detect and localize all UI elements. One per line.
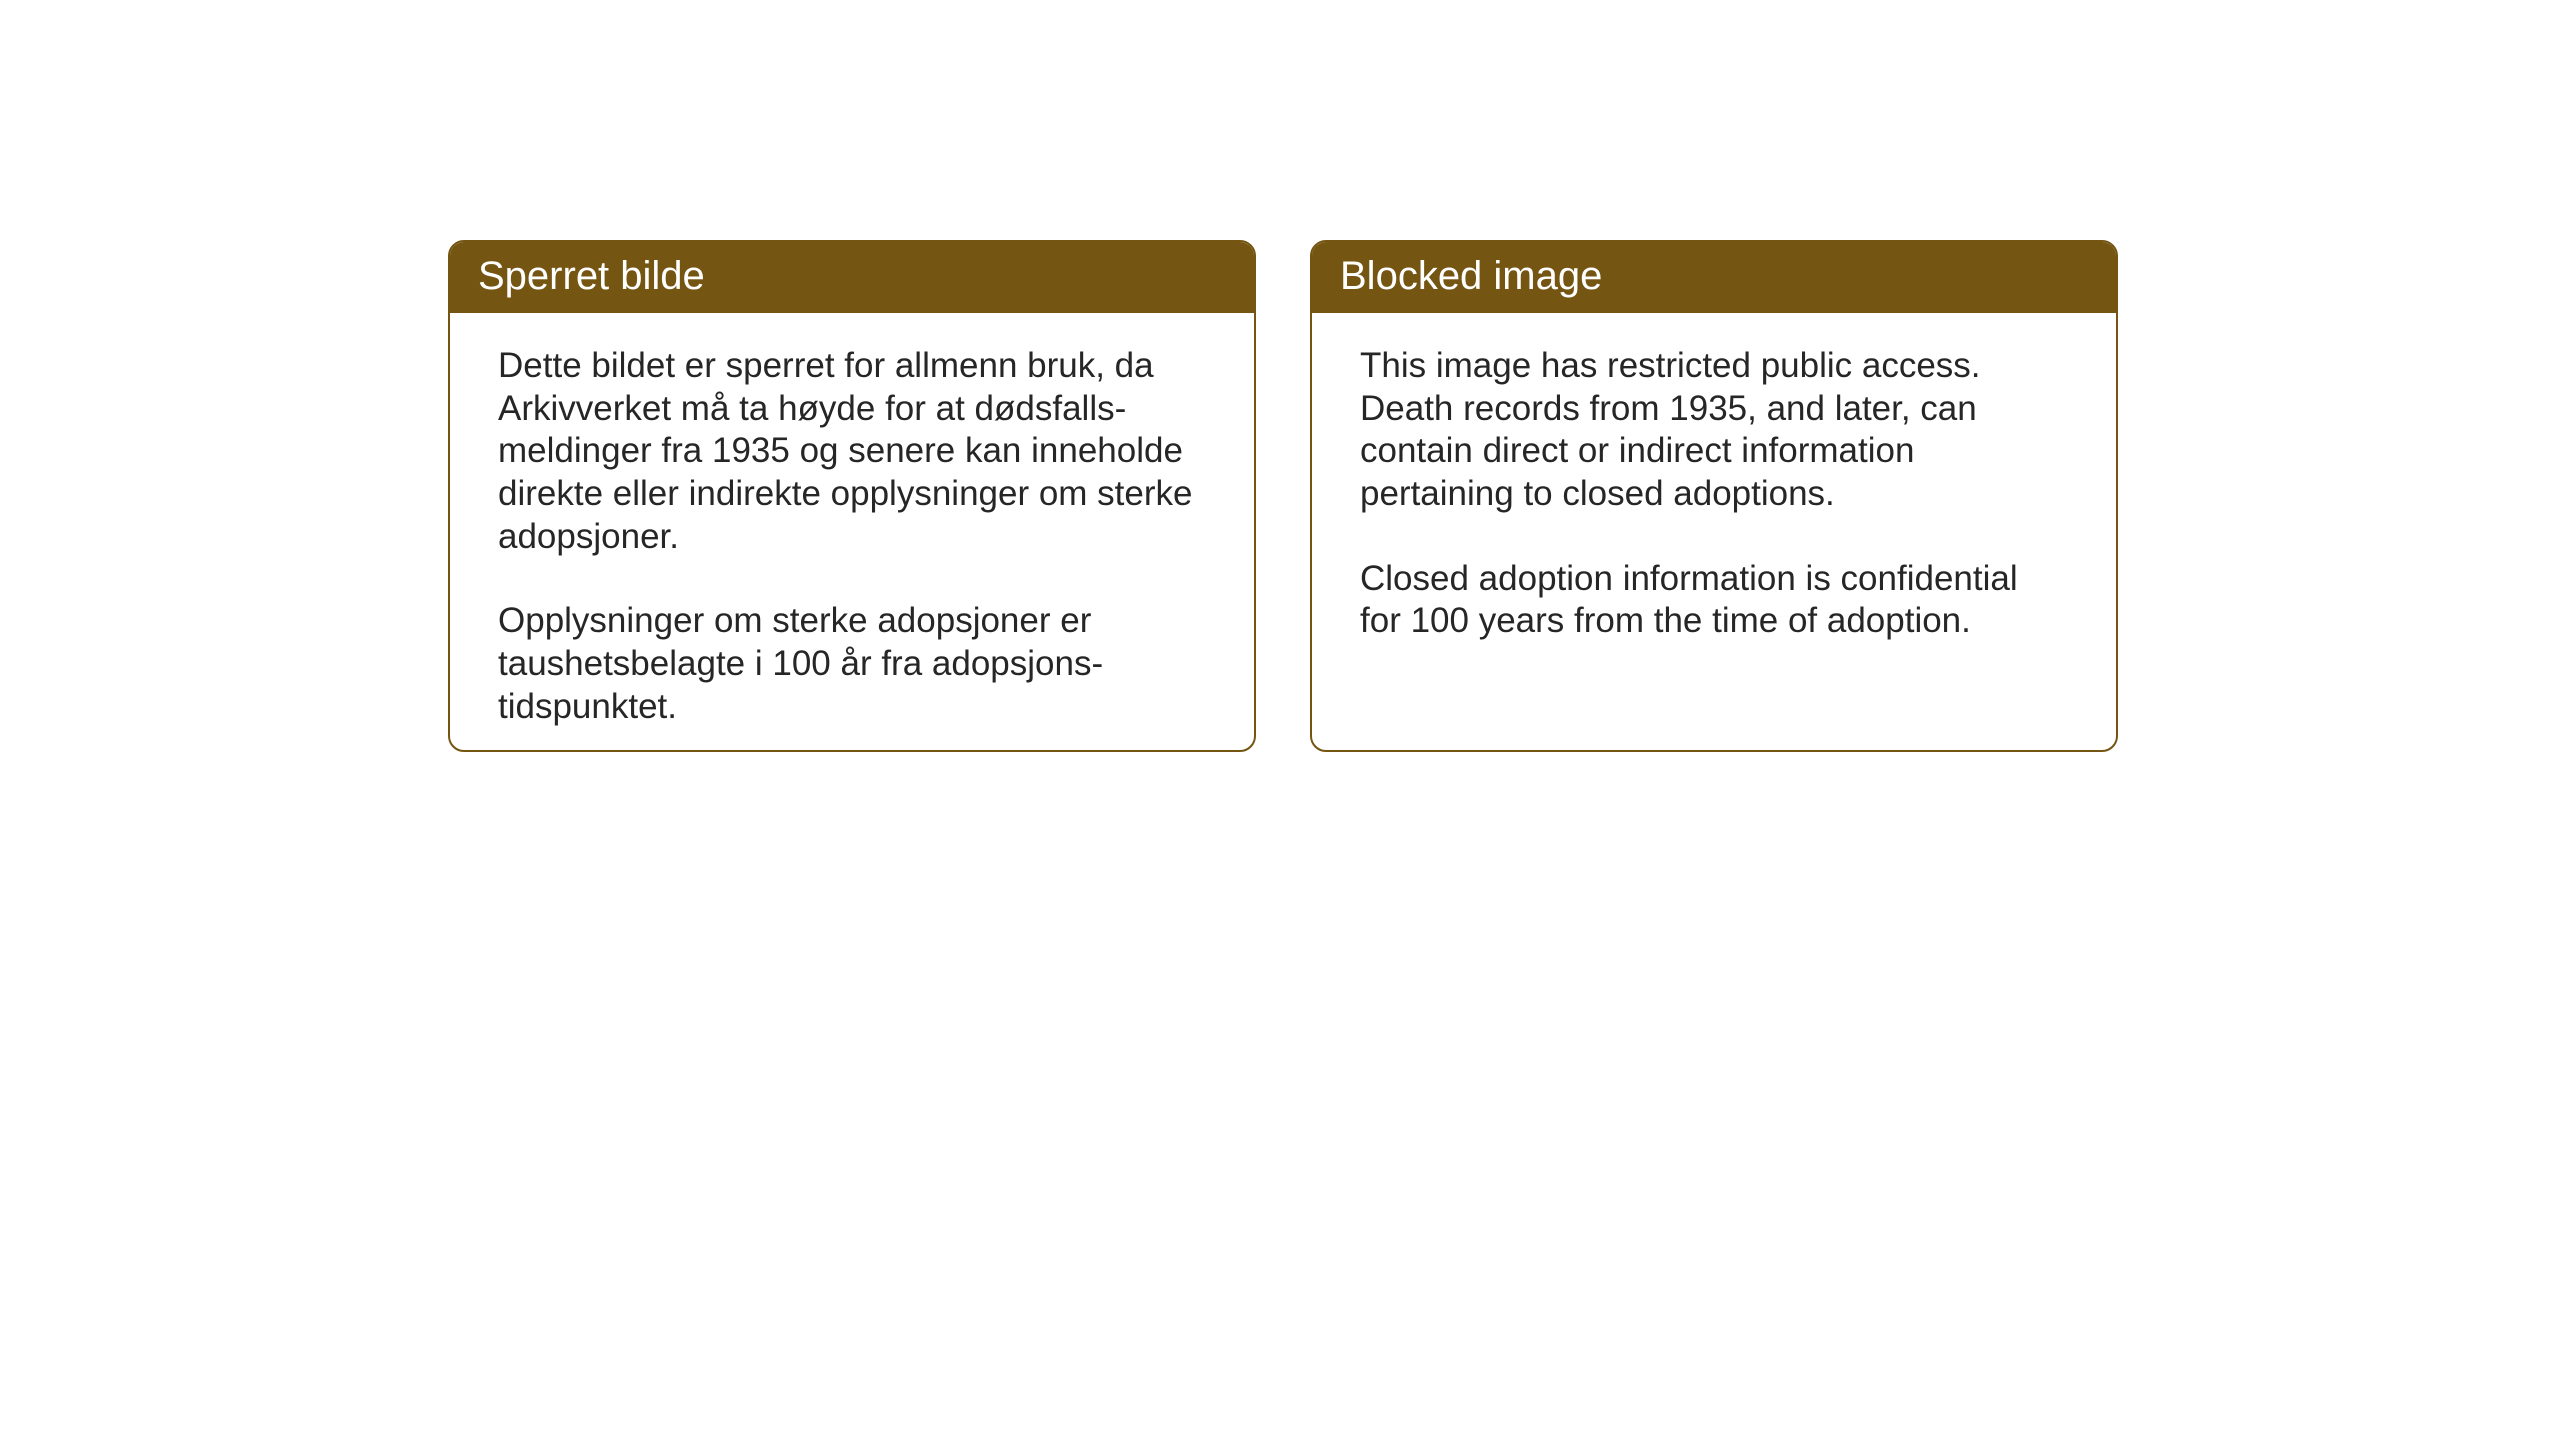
card-title-norwegian: Sperret bilde	[478, 254, 705, 298]
card-paragraph-1-english: This image has restricted public access.…	[1360, 345, 2068, 516]
card-header-english: Blocked image	[1312, 242, 2116, 313]
card-paragraph-2-norwegian: Opplysninger om sterke adopsjoner er tau…	[498, 600, 1206, 728]
card-body-norwegian: Dette bildet er sperret for allmenn bruk…	[450, 313, 1254, 752]
card-paragraph-2-english: Closed adoption information is confident…	[1360, 558, 2068, 643]
card-title-english: Blocked image	[1340, 254, 1602, 298]
card-paragraph-1-norwegian: Dette bildet er sperret for allmenn bruk…	[498, 345, 1206, 558]
card-english: Blocked image This image has restricted …	[1310, 240, 2118, 752]
card-norwegian: Sperret bilde Dette bildet er sperret fo…	[448, 240, 1256, 752]
card-header-norwegian: Sperret bilde	[450, 242, 1254, 313]
card-body-english: This image has restricted public access.…	[1312, 313, 2116, 683]
cards-container: Sperret bilde Dette bildet er sperret fo…	[448, 240, 2118, 752]
